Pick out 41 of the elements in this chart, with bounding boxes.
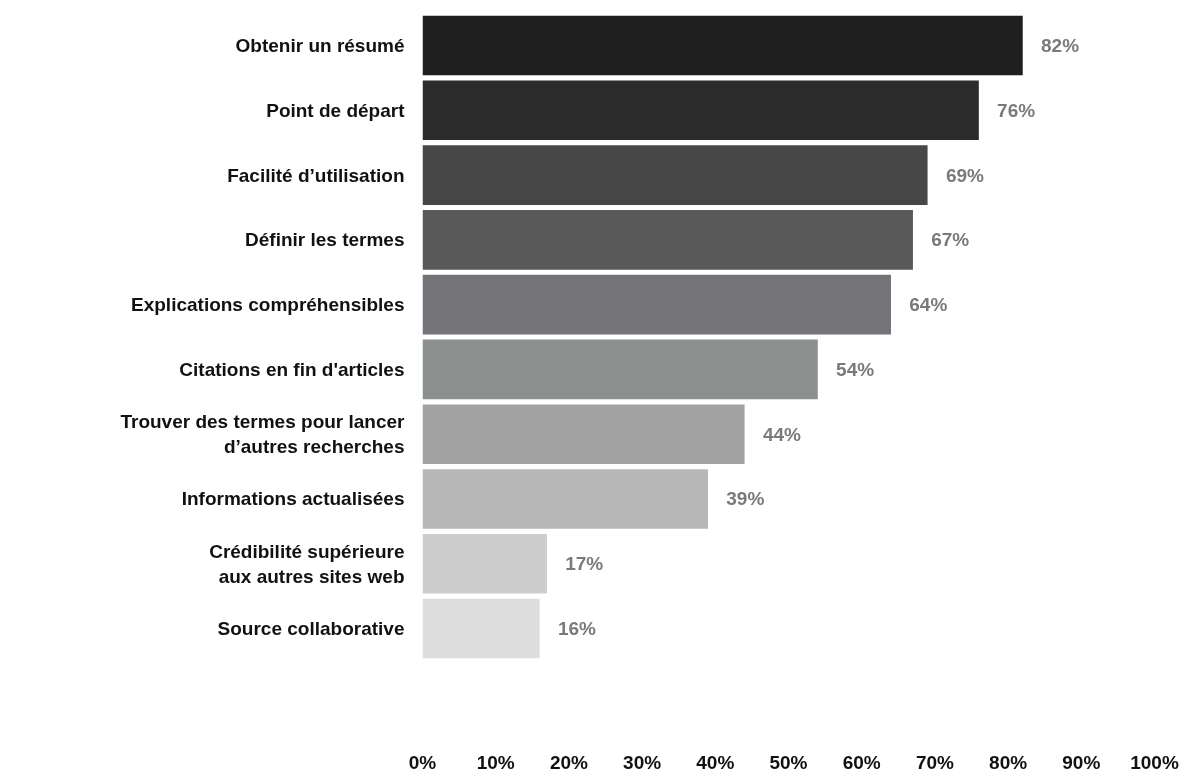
x-tick-label: 30% [623,751,662,773]
data-label: 82% [1041,35,1080,57]
x-tick-label: 20% [549,751,589,773]
data-label: 44% [762,423,802,445]
bar [422,145,928,205]
bar [422,210,913,270]
data-label: 76% [997,99,1036,121]
data-label: 67% [931,229,970,251]
y-tick-label: Crédibilité supérieure aux autres sites web [209,540,405,587]
bar [422,533,547,594]
x-tick-label: 50% [769,751,808,773]
y-tick-label: Explications compréhensibles [131,294,405,316]
x-tick-label: 40% [696,751,735,773]
y-tick-label: Point de départ [266,99,406,121]
bar [422,15,1023,76]
bar [422,80,979,141]
data-label: 69% [945,164,985,186]
x-tick-label: 60% [842,751,881,773]
x-tick-label: 10% [476,751,515,773]
data-label: 39% [726,488,765,510]
y-tick-label: Citations en fin d'articles [179,358,405,380]
y-tick-label: Obtenir un résumé [235,35,405,57]
y-tick-label: Facilité d’utilisation [227,164,405,186]
bar [422,404,745,464]
x-tick-label: 0% [408,751,437,773]
x-tick-label: 90% [1062,751,1101,773]
y-tick-label: Source collaborative [217,618,405,640]
y-tick-label: Informations actualisées [181,488,405,510]
y-tick-label: Définir les termes [245,229,405,251]
x-tick-label: 80% [989,751,1028,773]
y-tick-label: Trouver des termes pour lancer d’autres recherches [120,411,406,458]
bar [422,274,891,335]
x-tick-label: 100% [1130,751,1179,773]
bar [422,598,540,659]
bar [422,469,708,529]
x-tick-label: 70% [915,751,955,773]
data-label: 64% [909,294,948,316]
data-label: 16% [557,618,597,640]
data-label: 54% [836,358,875,380]
bar [422,339,818,400]
data-label: 17% [565,553,604,575]
